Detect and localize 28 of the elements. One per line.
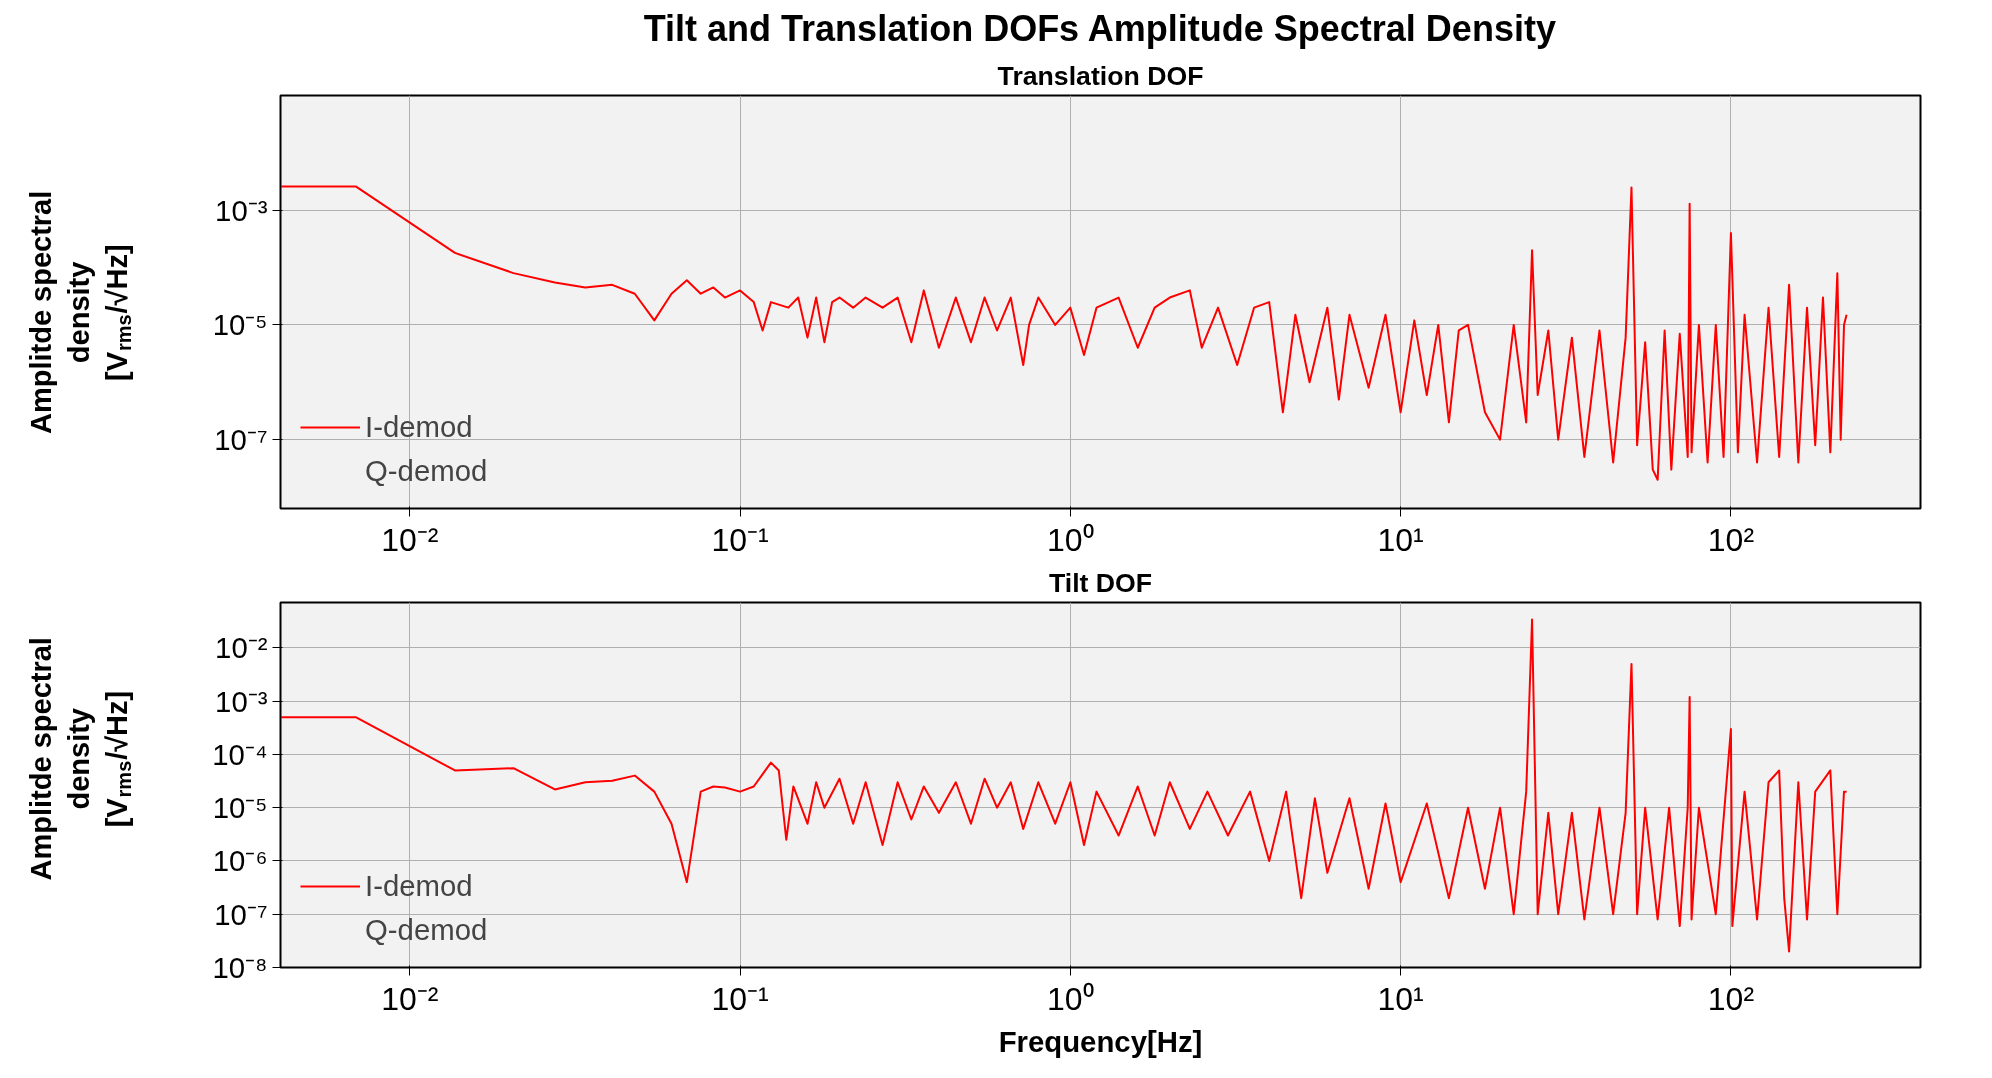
x-tick-label: 10⁻¹ xyxy=(711,521,769,558)
y-tick-label: 10⁻⁷ xyxy=(214,423,268,457)
x-tick-label: 10¹ xyxy=(1377,521,1424,558)
chart-title: Tilt and Translation DOFs Amplitude Spectral Density xyxy=(643,7,1556,49)
text: Q-demod xyxy=(365,454,488,488)
y-tick-label: 10⁻⁵ xyxy=(212,791,268,825)
x-tick-label: 10⁻² xyxy=(381,521,439,558)
legend-label: I-demod xyxy=(365,410,473,444)
y-tick-label: 10⁻⁶ xyxy=(212,844,268,878)
x-tick-label: 10⁰ xyxy=(1047,521,1094,558)
x-tick-label: 10² xyxy=(1707,980,1755,1017)
legend-label: I-demod xyxy=(365,869,473,903)
y-tick-label: 10⁻⁷ xyxy=(214,897,268,931)
x-tick-label: 10⁻² xyxy=(381,980,439,1017)
y-tick-label: 10⁻³ xyxy=(215,684,268,718)
x-tick-label: 10⁰ xyxy=(1047,980,1094,1017)
y-tick-label: 10⁻² xyxy=(215,631,268,665)
y-tick-label: 10⁻⁴ xyxy=(212,737,268,771)
chart-subtitle: Translation DOF xyxy=(997,60,1204,91)
x-axis-title: Frequency[Hz] xyxy=(998,1024,1203,1058)
chart-title: Tilt DOF xyxy=(1048,567,1153,598)
text: Q-demod xyxy=(365,913,488,947)
y-tick-label: 10⁻³ xyxy=(215,193,268,227)
x-tick-label: 10² xyxy=(1707,521,1755,558)
y-tick-label: 10⁻⁵ xyxy=(212,308,268,342)
x-tick-label: 10¹ xyxy=(1377,980,1424,1017)
x-tick-label: 10⁻¹ xyxy=(711,980,769,1017)
y-tick-label: 10⁻⁸ xyxy=(212,951,268,984)
